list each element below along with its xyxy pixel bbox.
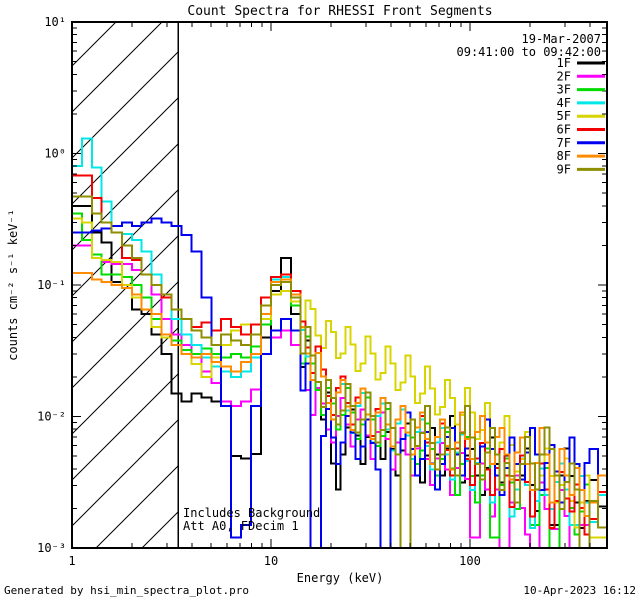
legend-item-9F: 9F [557,162,605,176]
series-5F [72,217,607,539]
legend-item-6F: 6F [557,123,605,137]
legend-item-8F: 8F [557,149,605,163]
y-tick-label: 10¹ [44,15,66,29]
footer-datetime: 10-Apr-2023 16:12 [523,584,636,597]
footer-generated-by: Generated by hsi_min_spectra_plot.pro [4,584,249,597]
legend-item-7F: 7F [557,136,605,150]
y-tick-label: 10⁰ [44,147,66,161]
x-tick-label: 1 [68,554,75,568]
y-tick-label: 10⁻² [37,410,66,424]
x-tick-label: 100 [459,554,481,568]
legend-label: 2F [557,69,571,83]
observation-date: 19-Mar-2007 [522,32,601,46]
legend-label: 1F [557,56,571,70]
legend-item-3F: 3F [557,83,605,97]
x-tick-label: 10 [264,554,278,568]
annotation-att-decim: Att A0, FDecim 1 [183,519,299,533]
series-3F [72,212,607,548]
axis-tick-labels: 1 10 100 10¹ 10⁰ 10⁻¹ 10⁻² 10⁻³ [37,15,481,568]
y-tick-label: 10⁻¹ [37,278,66,292]
legend-label: 6F [557,123,571,137]
legend-item-1F: 1F [557,56,605,70]
legend-label: 7F [557,136,571,150]
legend-label: 8F [557,149,571,163]
axis-ticks [71,21,607,549]
chart-title: Count Spectra for RHESSI Front Segments [187,4,492,19]
legend-label: 3F [557,83,571,97]
legend-label: 5F [557,109,571,123]
legend-item-4F: 4F [557,96,605,110]
annotation-includes-background: Includes Background [183,506,320,520]
y-tick-label: 10⁻³ [37,541,66,555]
legend-label: 9F [557,162,571,176]
spectra-curves [72,137,607,548]
series-9F [72,195,607,548]
legend-item-2F: 2F [557,69,605,83]
y-axis-label: counts cm⁻² s⁻¹ keV⁻¹ [6,209,20,361]
x-axis-label: Energy (keV) [297,571,384,585]
legend-label: 4F [557,96,571,110]
legend-item-5F: 5F [557,109,605,123]
observation-time-range: 09:41:00 to 09:42:00 [457,45,602,59]
